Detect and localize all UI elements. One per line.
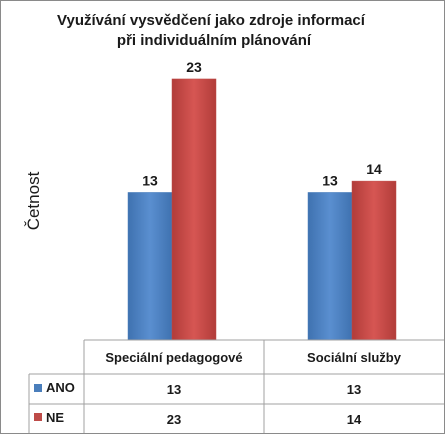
legend-label-ne: NE	[46, 410, 64, 425]
data-label-ano-2: 13	[322, 172, 338, 188]
legend-key-ano	[34, 384, 42, 392]
bar-ano-1	[127, 192, 173, 341]
category-label-1: Speciální pedagogové	[105, 350, 242, 365]
table-cell-ne-1: 23	[167, 412, 181, 427]
bar-ne-2	[351, 180, 397, 341]
table-cell-ano-1: 13	[167, 382, 181, 397]
table-cell-ne-2: 14	[347, 412, 362, 427]
data-label-ano-1: 13	[142, 172, 158, 188]
category-label-2: Sociální služby	[307, 350, 402, 365]
bar-ano-2	[307, 192, 353, 341]
chart-title-line-2: při individuálním plánování	[117, 32, 312, 49]
legend-key-ne	[34, 413, 42, 421]
legend-label-ano: ANO	[46, 380, 75, 395]
data-labels: 13 23 13 14	[142, 59, 382, 189]
table-cell-ano-2: 13	[347, 382, 361, 397]
bars	[127, 78, 397, 341]
data-label-ne-1: 23	[186, 59, 202, 75]
bar-ne-1	[171, 78, 217, 341]
chart-title-line-1: Využívání vysvědčení jako zdroje informa…	[57, 12, 366, 29]
data-label-ne-2: 14	[366, 161, 382, 177]
y-axis-label: Četnost	[24, 171, 43, 230]
